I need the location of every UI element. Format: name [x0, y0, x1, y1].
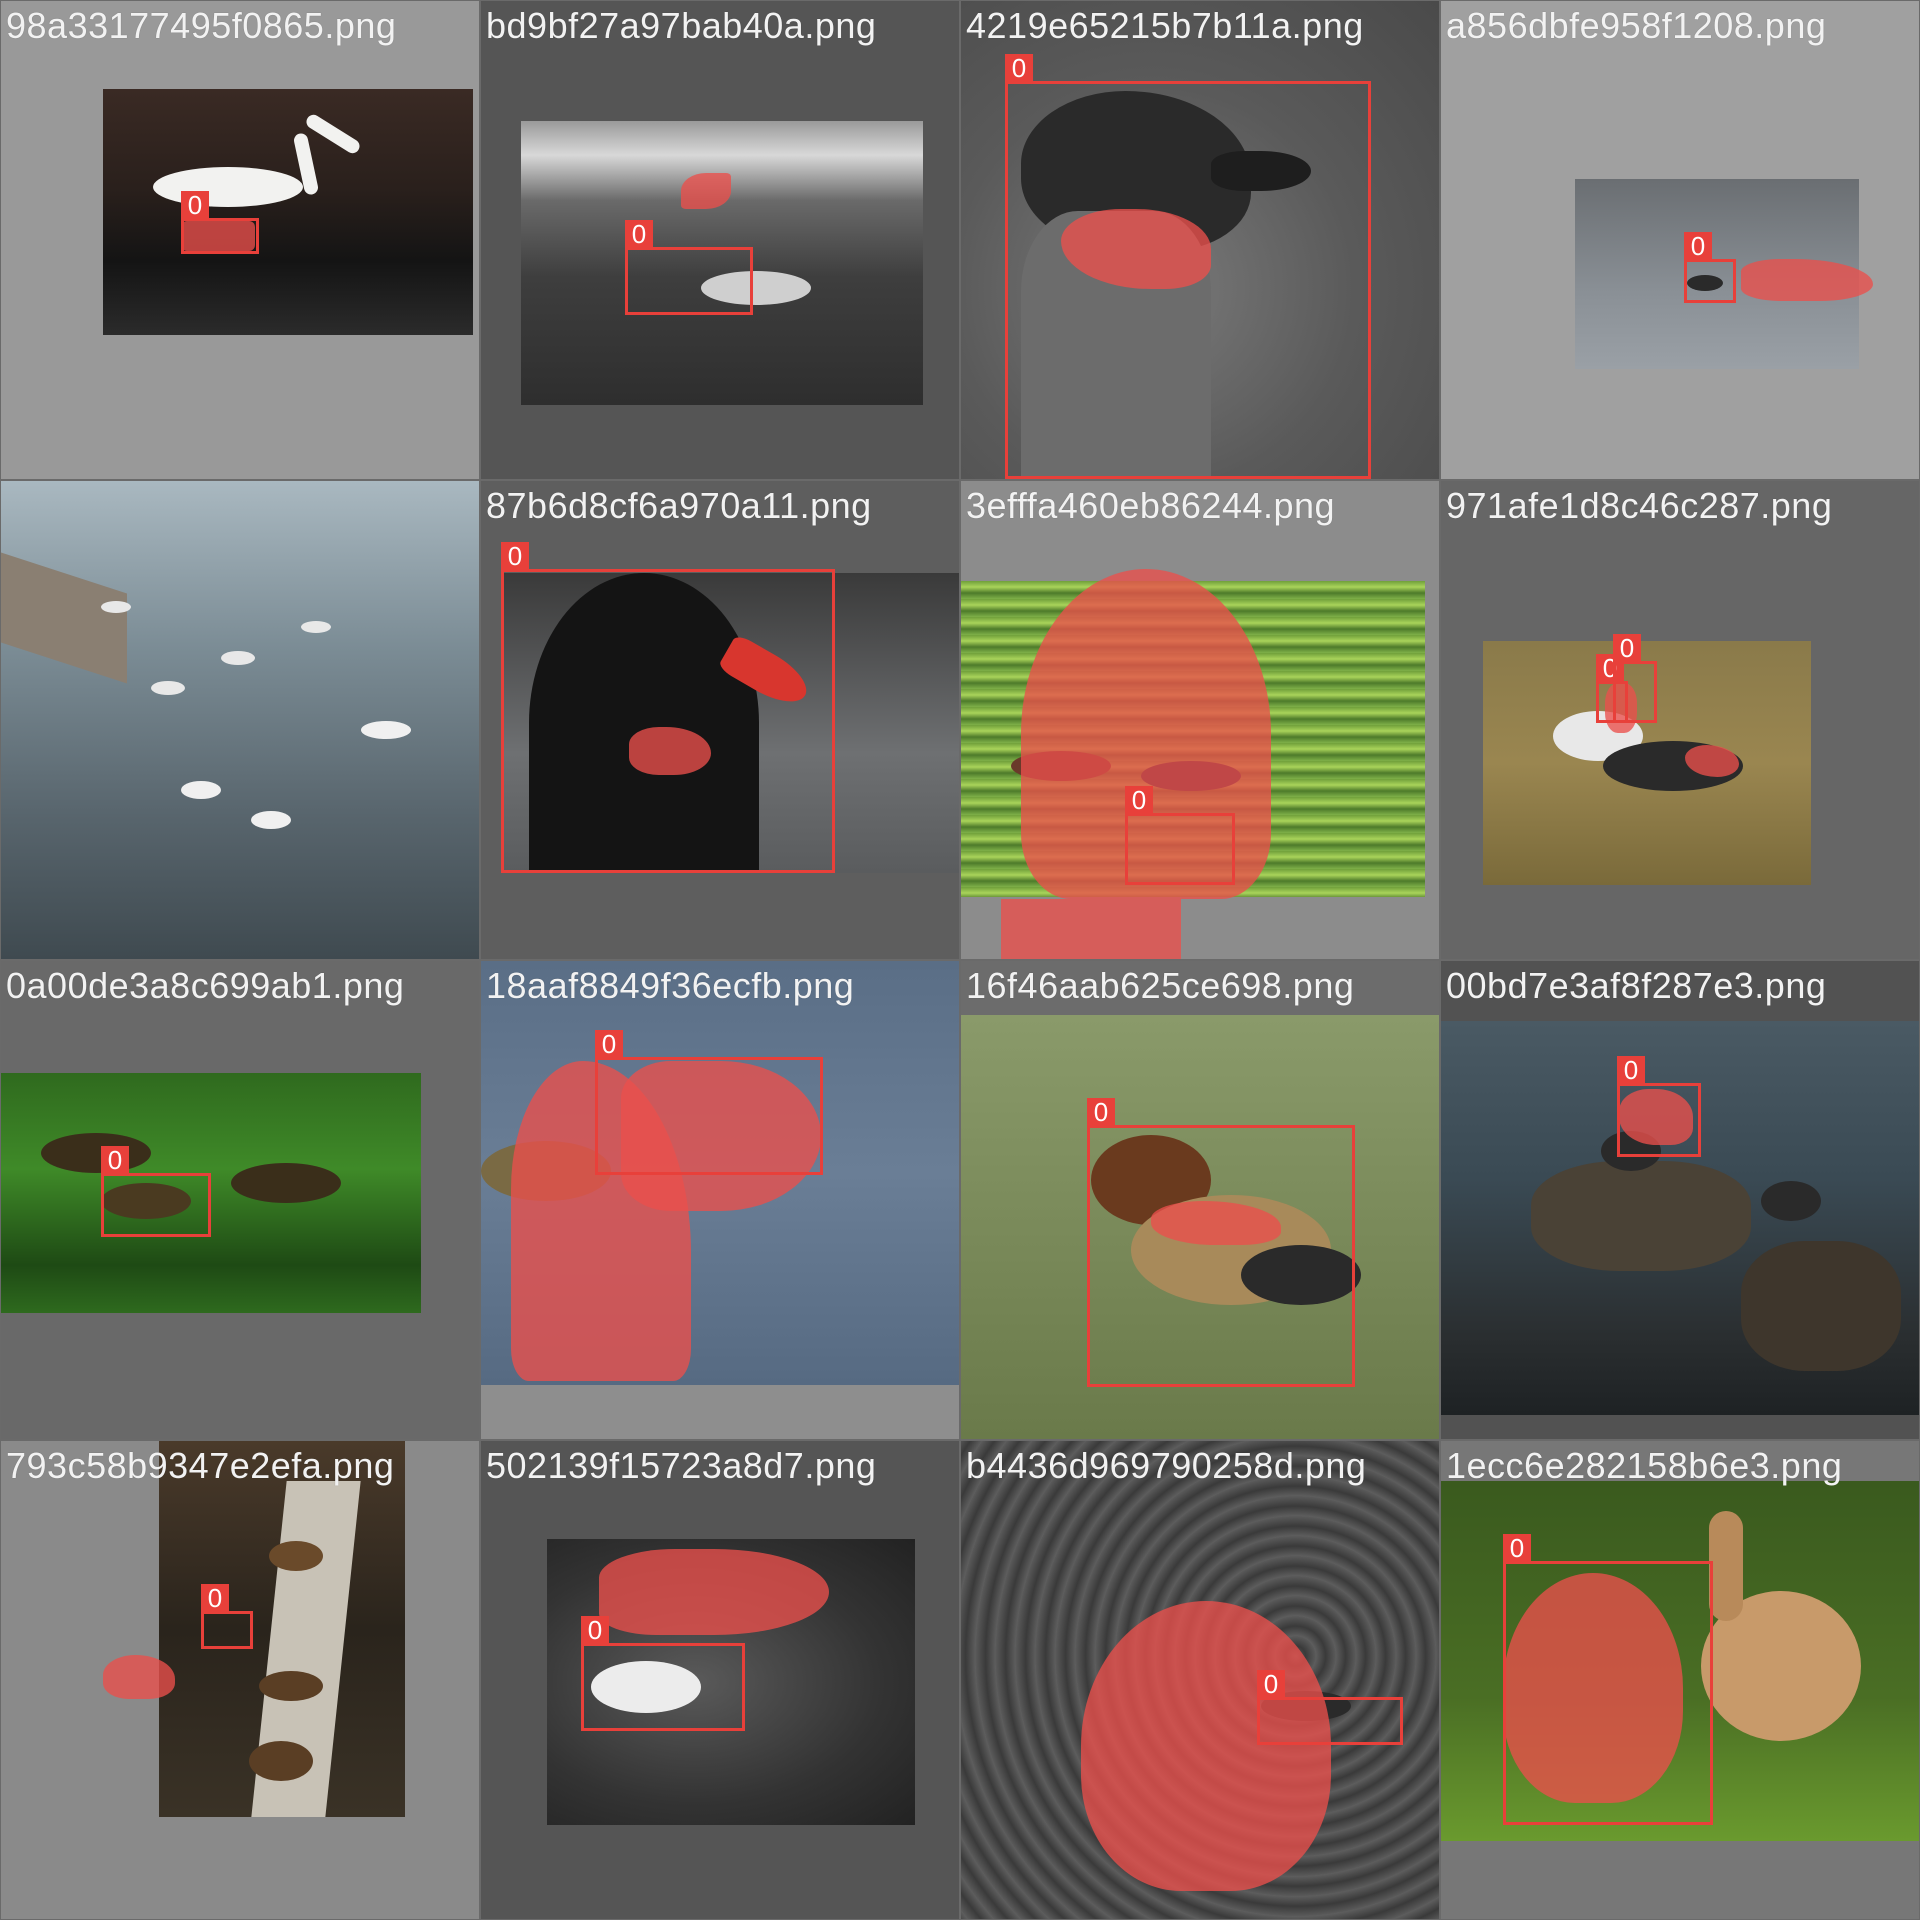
segmentation-mask: [103, 1655, 175, 1699]
segmentation-mask: [629, 727, 711, 775]
detection-box: 0: [1005, 54, 1371, 479]
segmentation-mask: [621, 1061, 821, 1211]
filename-label: 971afe1d8c46c287.png: [1446, 485, 1833, 526]
detection-box: 0: [1087, 1098, 1355, 1387]
detection-box: 0: [101, 1146, 211, 1237]
detection-box: 0: [1613, 634, 1657, 723]
segmentation-mask: [1605, 683, 1637, 733]
filename-label: bd9bf27a97bab40a.png: [486, 5, 877, 46]
segmentation-mask: [1503, 1573, 1683, 1803]
tile: 0 793c58b9347e2efa.png: [1, 1441, 479, 1919]
segmentation-mask: [681, 173, 731, 209]
detection-box: 0: [1684, 232, 1736, 303]
detection-box: 0: [201, 1584, 253, 1649]
tile: 0 b4436d969790258d.png: [961, 1441, 1439, 1919]
photo: [159, 1441, 405, 1817]
tile: 0 00bd7e3af8f287e3.png: [1441, 961, 1919, 1439]
segmentation-mask: [599, 1549, 829, 1635]
class-label: 0: [1005, 54, 1033, 82]
class-label: 0: [181, 191, 209, 219]
photo: [521, 121, 923, 405]
tile: 0 3efffa460eb86244.png: [961, 481, 1439, 959]
detection-box: 0: [501, 542, 835, 873]
segmentation-mask: [1619, 1089, 1693, 1145]
filename-label: 4219e65215b7b11a.png: [966, 5, 1364, 46]
detection-box: 0: [1617, 1056, 1701, 1157]
tile: 0 16f46aab625ce698.png: [961, 961, 1439, 1439]
photo: [501, 573, 959, 873]
filename-label: 793c58b9347e2efa.png: [6, 1445, 395, 1486]
detection-box: 0: [181, 191, 259, 254]
photo: [1, 1073, 421, 1313]
filename-label: 3efffa460eb86244.png: [966, 485, 1336, 526]
detection-box: 0: [1503, 1534, 1713, 1825]
filename-label: a856dbfe958f1208.png: [1446, 5, 1827, 46]
segmentation-mask: [1021, 569, 1271, 899]
segmentation-mask: [1001, 899, 1181, 959]
photo: [103, 89, 473, 335]
class-label: 0: [1503, 1534, 1531, 1562]
detection-box: 0: [581, 1616, 745, 1731]
filename-label: b4436d969790258d.png: [966, 1445, 1367, 1486]
filename-label: 87b6d8cf6a970a11.png: [486, 485, 872, 526]
class-label: 0: [625, 220, 653, 248]
class-label: 0: [1087, 1098, 1115, 1126]
filename-label: 00bd7e3af8f287e3.png: [1446, 965, 1827, 1006]
filename-label: 16f46aab625ce698.png: [966, 965, 1355, 1006]
filename-label: 18aaf8849f36ecfb.png: [486, 965, 855, 1006]
photo: [1, 481, 479, 959]
tile: 0 0a00de3a8c699ab1.png: [1, 961, 479, 1439]
class-label: 0: [1125, 786, 1153, 814]
tile: 0 18aaf8849f36ecfb.png: [481, 961, 959, 1439]
class-label: 0: [1613, 634, 1641, 662]
tile: 0 98a33177495f0865.png: [1, 1, 479, 479]
segmentation-mask: [181, 221, 255, 251]
class-label: 0: [501, 542, 529, 570]
photo: [1441, 1021, 1919, 1415]
class-label: 0: [1617, 1056, 1645, 1084]
segmentation-mask: [1151, 1201, 1281, 1245]
tile: 0 502139f15723a8d7.png: [481, 1441, 959, 1919]
tile: 0 0 971afe1d8c46c287.png: [1441, 481, 1919, 959]
detection-box: 0: [595, 1030, 823, 1175]
detection-box: 0: [625, 220, 753, 315]
segmentation-mask: [1685, 745, 1739, 777]
filename-label: 98a33177495f0865.png: [6, 5, 397, 46]
class-label: 0: [1684, 232, 1712, 260]
tile: 0 a856dbfe958f1208.png: [1441, 1, 1919, 479]
tile: [1, 481, 479, 959]
filename-label: 0a00de3a8c699ab1.png: [6, 965, 405, 1006]
tile: 0 87b6d8cf6a970a11.png: [481, 481, 959, 959]
class-label: 0: [1257, 1670, 1285, 1698]
filename-label: 502139f15723a8d7.png: [486, 1445, 877, 1486]
tile: 0 1ecc6e282158b6e3.png: [1441, 1441, 1919, 1919]
class-label: 0: [201, 1584, 229, 1612]
class-label: 0: [595, 1030, 623, 1058]
class-label: 0: [101, 1146, 129, 1174]
tile: 0 4219e65215b7b11a.png: [961, 1, 1439, 479]
class-label: 0: [581, 1616, 609, 1644]
segmentation-mask: [1081, 1601, 1331, 1891]
filename-label: 1ecc6e282158b6e3.png: [1446, 1445, 1843, 1486]
detection-box: 0: [1125, 786, 1235, 885]
tile: 0 bd9bf27a97bab40a.png: [481, 1, 959, 479]
detection-box: 0: [1257, 1670, 1403, 1745]
segmentation-mask: [1741, 259, 1873, 301]
